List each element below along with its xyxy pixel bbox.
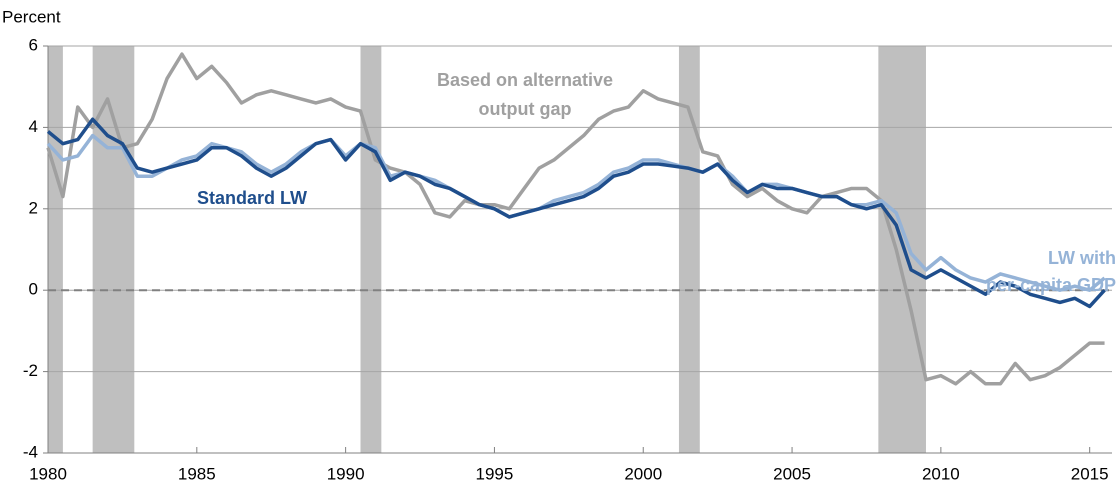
annotation: LW with: [1048, 248, 1116, 268]
y-tick-label: 4: [29, 117, 38, 136]
y-axis-label: Percent: [2, 7, 61, 26]
y-tick-label: 2: [29, 198, 38, 217]
x-tick-label: 2010: [922, 464, 960, 483]
series-line: [46, 52, 1105, 386]
x-tick-label: 1985: [178, 464, 216, 483]
x-tick-label: 1980: [29, 464, 67, 483]
x-tick-label: 1995: [476, 464, 514, 483]
x-tick-label: 2005: [773, 464, 811, 483]
x-tick-label: 2015: [1071, 464, 1109, 483]
y-tick-label: 6: [29, 35, 38, 54]
series-line: [46, 117, 1106, 309]
y-tick-label: -4: [23, 442, 38, 461]
x-tick-label: 2000: [624, 464, 662, 483]
annotation: per-capita GDP: [986, 275, 1116, 295]
x-tick-label: 1990: [327, 464, 365, 483]
recession-band: [678, 46, 700, 453]
annotation: Based on alternative: [437, 70, 613, 90]
recession-band: [360, 46, 382, 453]
recession-band: [92, 46, 135, 453]
recession-band: [878, 46, 926, 453]
annotation: Standard LW: [197, 188, 307, 208]
y-tick-label: 0: [29, 280, 38, 299]
series-line: [46, 133, 1106, 292]
y-tick-label: -2: [23, 361, 38, 380]
recession-band: [48, 46, 63, 453]
annotation: output gap: [479, 99, 572, 119]
